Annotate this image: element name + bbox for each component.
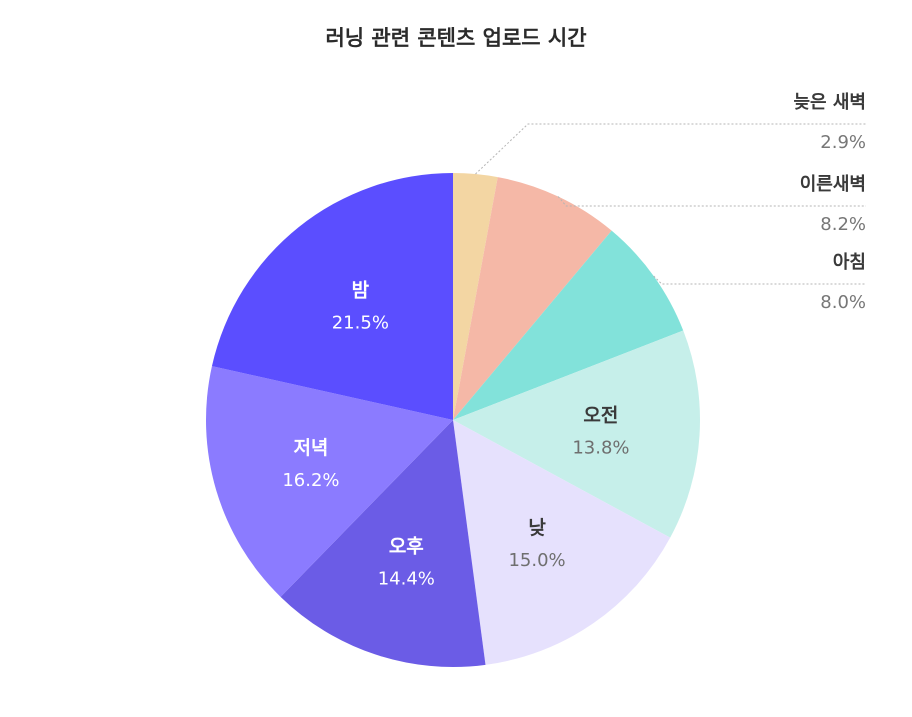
slice-value-6: 16.2% bbox=[282, 470, 339, 491]
slice-label-6: 저녁 bbox=[293, 437, 328, 459]
slice-value-1: 8.2% bbox=[820, 214, 866, 235]
pie-slice-2 bbox=[453, 230, 684, 420]
slice-label-7: 밤 bbox=[352, 279, 370, 301]
slice-label-0: 늦은 새벽 bbox=[793, 92, 866, 113]
slice-value-7: 21.5% bbox=[332, 312, 389, 333]
leader-line-2 bbox=[653, 275, 866, 285]
slice-value-5: 14.4% bbox=[378, 569, 435, 590]
pie-slice-1 bbox=[453, 177, 612, 420]
slice-label-3: 오전 bbox=[583, 404, 618, 426]
leader-line-0 bbox=[475, 123, 866, 175]
slice-label-5: 오후 bbox=[389, 536, 424, 558]
slice-label-4: 낮 bbox=[528, 517, 546, 539]
outer-labels: 늦은 새벽 2.9% 이른새벽 8.2% 아침 8.0% bbox=[475, 92, 866, 313]
slices-group bbox=[205, 173, 700, 667]
slice-label-2: 아침 bbox=[833, 252, 866, 273]
slice-value-0: 2.9% bbox=[820, 132, 866, 153]
pie-slice-6 bbox=[205, 366, 453, 597]
pie-slice-5 bbox=[280, 420, 486, 667]
slice-value-2: 8.0% bbox=[820, 292, 866, 313]
slice-label-1: 이른새벽 bbox=[800, 174, 866, 195]
pie-slice-4 bbox=[453, 420, 671, 665]
chart-title: 러닝 관련 콘텐츠 업로드 시간 bbox=[325, 26, 587, 50]
pie-slice-0 bbox=[453, 173, 498, 420]
pie-slice-3 bbox=[453, 330, 700, 538]
pie-slice-7 bbox=[211, 173, 453, 420]
leader-line-1 bbox=[557, 196, 866, 207]
slice-value-4: 15.0% bbox=[508, 550, 565, 571]
slice-value-3: 13.8% bbox=[572, 437, 629, 458]
inner-labels: 오전 13.8% 낮 15.0% 오후 14.4% 저녁 16.2% 밤 21.5% bbox=[282, 279, 629, 589]
